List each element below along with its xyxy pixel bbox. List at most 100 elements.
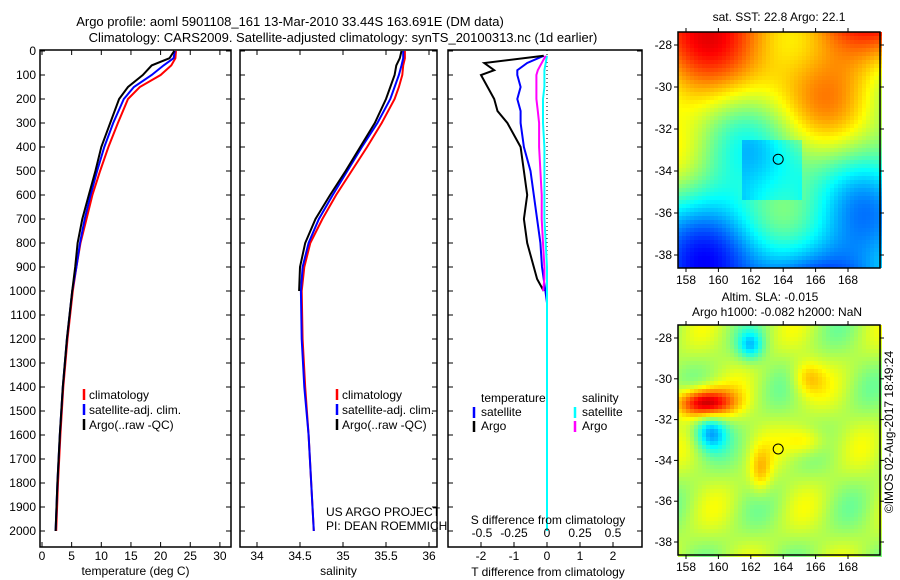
sst-cell — [742, 180, 746, 184]
sla-cell — [814, 449, 818, 453]
sst-cell — [834, 208, 838, 212]
sst-cell — [870, 36, 874, 40]
sst-cell — [834, 220, 838, 224]
sst-cell — [682, 64, 686, 68]
sla-cell — [694, 457, 698, 461]
sst-cell — [750, 140, 754, 144]
sst-cell — [730, 52, 734, 56]
sst-cell — [750, 116, 754, 120]
sla-cell — [722, 373, 726, 377]
sla-cell — [742, 369, 746, 373]
sla-cell — [866, 385, 870, 389]
sst-cell — [874, 260, 878, 264]
sla-cell — [770, 409, 774, 413]
sst-cell — [758, 44, 762, 48]
sla-cell — [842, 449, 846, 453]
sst-cell — [834, 264, 838, 268]
s-diff-tick-label: 0.25 — [568, 526, 592, 540]
sla-cell — [678, 413, 682, 417]
sst-cell — [850, 72, 854, 76]
sst-cell — [778, 224, 782, 228]
sst-cell — [850, 168, 854, 172]
sla-cell — [682, 437, 686, 441]
sst-cell — [846, 36, 850, 40]
sla-cell — [758, 373, 762, 377]
sla-cell — [746, 385, 750, 389]
sla-cell — [798, 405, 802, 409]
sst-cell — [826, 216, 830, 220]
sst-cell — [870, 256, 874, 260]
sst-cell — [698, 96, 702, 100]
sst-cell — [766, 184, 770, 188]
sst-cell — [790, 260, 794, 264]
sla-cell — [726, 329, 730, 333]
sst-cell — [806, 208, 810, 212]
sla-cell — [738, 453, 742, 457]
sst-cell — [782, 56, 786, 60]
sst-cell — [738, 264, 742, 268]
sst-cell — [742, 132, 746, 136]
sst-cell — [794, 184, 798, 188]
depth-tick-label: 600 — [16, 188, 36, 202]
sla-cell — [810, 413, 814, 417]
sst-cell — [698, 116, 702, 120]
sst-cell — [854, 96, 858, 100]
sst-cell — [734, 212, 738, 216]
sst-cell — [846, 208, 850, 212]
sst-cell — [782, 88, 786, 92]
sst-cell — [702, 96, 706, 100]
sst-cell — [758, 52, 762, 56]
sst-cell — [850, 36, 854, 40]
sst-cell — [734, 132, 738, 136]
sst-cell — [806, 40, 810, 44]
sst-cell — [682, 36, 686, 40]
sst-cell — [778, 120, 782, 124]
sla-cell — [822, 337, 826, 341]
sst-cell — [870, 200, 874, 204]
sst-cell — [690, 116, 694, 120]
sst-cell — [746, 100, 750, 104]
sla-cell — [714, 357, 718, 361]
sst-cell — [830, 100, 834, 104]
sla-cell — [782, 341, 786, 345]
sla-cell — [742, 457, 746, 461]
sla-cell — [706, 357, 710, 361]
sst-cell — [810, 180, 814, 184]
sst-cell — [770, 40, 774, 44]
sst-cell — [790, 112, 794, 116]
sst-cell — [706, 104, 710, 108]
sst-cell — [782, 164, 786, 168]
sla-cell — [766, 361, 770, 365]
sst-cell — [810, 108, 814, 112]
sst-cell — [810, 144, 814, 148]
sla-cell — [722, 457, 726, 461]
sst-cell — [822, 124, 826, 128]
sla-cell — [770, 349, 774, 353]
sla-cell — [838, 329, 842, 333]
sst-cell — [762, 64, 766, 68]
sst-cell — [834, 140, 838, 144]
sst-cell — [738, 156, 742, 160]
s-diff-tick-label: -0.5 — [472, 526, 493, 540]
sla-cell — [790, 421, 794, 425]
sla-cell — [786, 405, 790, 409]
sla-cell — [802, 345, 806, 349]
sst-cell — [742, 220, 746, 224]
sst-cell — [778, 60, 782, 64]
sla-cell — [686, 425, 690, 429]
sst-cell — [822, 180, 826, 184]
sst-cell — [826, 156, 830, 160]
sla-cell — [826, 357, 830, 361]
sst-cell — [850, 204, 854, 208]
sst-cell — [726, 200, 730, 204]
sst-cell — [854, 192, 858, 196]
sst-cell — [682, 168, 686, 172]
sla-cell — [854, 353, 858, 357]
sst-cell — [734, 256, 738, 260]
sst-cell — [746, 264, 750, 268]
sla-cell — [858, 361, 862, 365]
sst-cell — [846, 188, 850, 192]
sst-cell — [794, 112, 798, 116]
sst-cell — [842, 136, 846, 140]
sst-cell — [794, 88, 798, 92]
